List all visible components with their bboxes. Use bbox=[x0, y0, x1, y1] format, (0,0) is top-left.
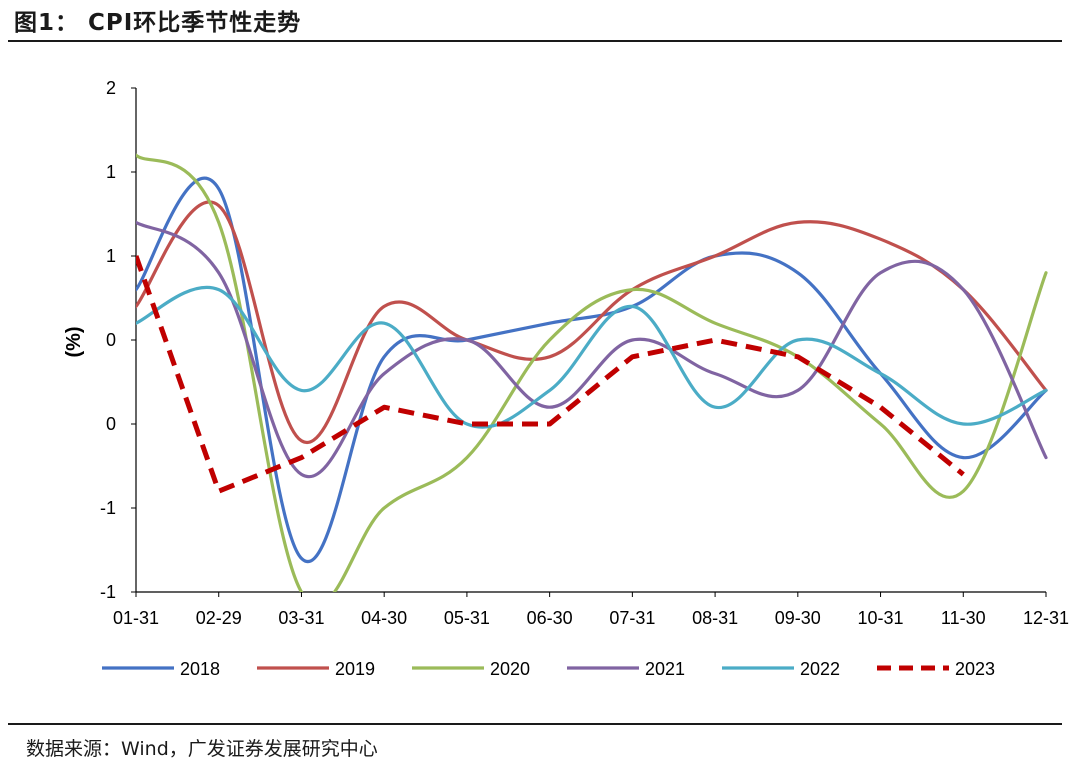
x-tick-label: 02-29 bbox=[196, 608, 242, 628]
legend-label-2020: 2020 bbox=[490, 659, 530, 679]
legend-label-2023: 2023 bbox=[955, 659, 995, 679]
legend-label-2018: 2018 bbox=[180, 659, 220, 679]
x-tick-label: 09-30 bbox=[775, 608, 821, 628]
y-tick-label: -1 bbox=[100, 498, 116, 518]
x-tick-label: 01-31 bbox=[113, 608, 159, 628]
x-tick-label: 08-31 bbox=[692, 608, 738, 628]
series-lines bbox=[136, 153, 1048, 592]
x-tick-label: 10-31 bbox=[858, 608, 904, 628]
legend-label-2021: 2021 bbox=[645, 659, 685, 679]
y-axis-title: (%) bbox=[63, 326, 85, 357]
legend: 2018 2019 2020 2021 2022 2023 bbox=[102, 659, 995, 679]
series-line-2020 bbox=[136, 153, 1048, 592]
y-tick-label: 2 bbox=[106, 78, 116, 98]
series-line-2023 bbox=[136, 255, 965, 494]
source-note: 数据来源：Wind，广发证券发展研究中心 bbox=[26, 738, 378, 760]
x-tick-label: 07-31 bbox=[609, 608, 655, 628]
y-tick-label: 1 bbox=[106, 162, 116, 182]
y-tick-label: 0 bbox=[106, 330, 116, 350]
y-tick-label: -1 bbox=[100, 582, 116, 602]
y-tick-label: 0 bbox=[106, 414, 116, 434]
x-tick-label: 05-31 bbox=[444, 608, 490, 628]
x-tick-label: 03-31 bbox=[278, 608, 324, 628]
x-tick-label: 11-30 bbox=[941, 608, 986, 628]
x-tick-label: 06-30 bbox=[527, 608, 573, 628]
series-line-2022 bbox=[136, 285, 1048, 429]
y-tick-label: 1 bbox=[106, 246, 116, 266]
cpi-seasonal-line-chart: 2 1 1 0 0 -1 -1 (%) 01-31 02-29 03-31 04-30 05-31 06-… bbox=[63, 78, 1069, 679]
series-line-2021 bbox=[136, 220, 1048, 479]
legend-label-2019: 2019 bbox=[335, 659, 375, 679]
x-tick-label: 04-30 bbox=[361, 608, 407, 628]
x-tick-label: 12-31 bbox=[1023, 608, 1069, 628]
legend-label-2022: 2022 bbox=[800, 659, 840, 679]
title-rule bbox=[8, 40, 1062, 42]
source-rule bbox=[8, 723, 1062, 725]
figure-title: 图1： CPI环比季节性走势 bbox=[14, 10, 302, 36]
axes: 2 1 1 0 0 -1 -1 (%) 01-31 02-29 03-31 04-30 05-31 06-… bbox=[63, 78, 1069, 628]
series-line-2019 bbox=[136, 200, 1048, 445]
